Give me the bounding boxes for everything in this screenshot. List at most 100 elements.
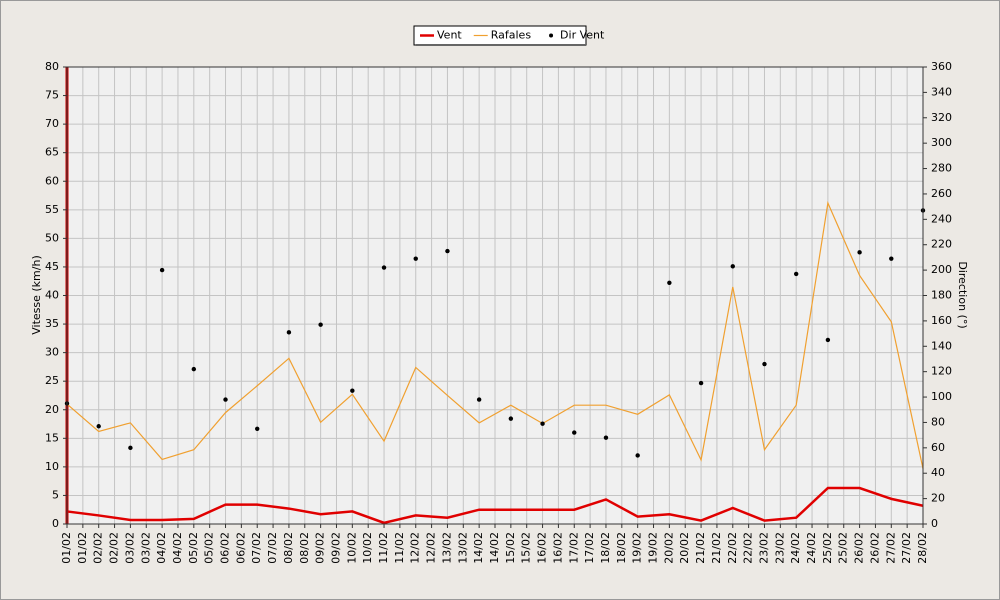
direction-point (825, 337, 831, 343)
x-tick-label: 09/02 (314, 532, 327, 564)
x-tick-label: 13/02 (456, 532, 469, 564)
x-tick-label: 09/02 (329, 532, 342, 564)
y2-axis-title: Direction (°) (956, 261, 969, 328)
x-tick-label: 23/02 (757, 532, 770, 564)
x-tick-label: 18/02 (615, 532, 628, 564)
y-tick-label: 35 (45, 317, 59, 330)
x-tick-label: 21/02 (694, 532, 707, 564)
x-tick-label: 22/02 (726, 532, 739, 564)
y2-tick-label: 280 (931, 162, 952, 175)
y2-tick-label: 260 (931, 187, 952, 200)
x-tick-label: 06/02 (219, 532, 232, 564)
y2-tick-label: 340 (931, 85, 952, 98)
x-tick-label: 26/02 (853, 532, 866, 564)
x-tick-label: 25/02 (821, 532, 834, 564)
x-tick-label: 27/02 (900, 532, 913, 564)
x-tick-label: 04/02 (155, 532, 168, 564)
x-tick-label: 21/02 (710, 532, 723, 564)
x-tick-label: 20/02 (662, 532, 675, 564)
series-line (66, 486, 924, 525)
legend-label: Vent (437, 29, 462, 42)
direction-point (350, 388, 355, 393)
x-tick-label: 03/02 (123, 532, 136, 564)
y-tick-label: 65 (45, 146, 59, 159)
y2-tick-label: 20 (931, 492, 945, 505)
x-tick-label: 17/02 (567, 532, 580, 564)
x-tick-label: 14/02 (488, 532, 501, 564)
x-tick-label: 23/02 (773, 532, 786, 564)
x-tick-label: 24/02 (805, 532, 818, 564)
x-tick-label: 11/02 (393, 532, 406, 564)
y-tick-label: 45 (45, 260, 59, 273)
y-tick-label: 15 (45, 431, 59, 444)
direction-point (318, 322, 323, 327)
x-tick-label: 05/02 (187, 532, 200, 564)
x-tick-label: 16/02 (551, 532, 564, 564)
y-tick-label: 30 (45, 346, 59, 359)
x-tick-label: 28/02 (916, 532, 929, 564)
x-tick-label: 18/02 (599, 532, 612, 564)
x-tick-label: 06/02 (234, 532, 247, 564)
direction-point (255, 426, 260, 431)
direction-point (572, 430, 577, 435)
x-tick-label: 12/02 (409, 532, 422, 564)
y2-tick-label: 180 (931, 289, 952, 302)
y-axis-title: Vitesse (km/h) (30, 255, 43, 335)
x-tick-label: 14/02 (472, 532, 485, 564)
x-tick-label: 19/02 (647, 532, 660, 564)
x-tick-label: 16/02 (536, 532, 549, 564)
direction-point (223, 397, 228, 402)
x-tick-label: 17/02 (583, 532, 596, 564)
x-tick-label: 10/02 (361, 532, 374, 564)
direction-point (413, 256, 418, 261)
x-tick-label: 26/02 (868, 532, 881, 564)
direction-point (96, 424, 101, 429)
direction-point (762, 361, 767, 367)
direction-point (476, 397, 482, 402)
direction-point (603, 435, 609, 440)
x-tick-label: 01/02 (76, 532, 89, 564)
x-tick-label: 19/02 (631, 532, 644, 564)
x-tick-label: 12/02 (425, 532, 438, 564)
y2-tick-label: 140 (931, 339, 952, 352)
x-tick-label: 07/02 (266, 532, 279, 564)
direction-point (508, 416, 514, 421)
y2-tick-label: 80 (931, 415, 945, 428)
direction-point (730, 264, 735, 269)
x-tick-label: 11/02 (377, 532, 390, 564)
x-tick-label: 04/02 (171, 532, 184, 564)
x-tick-label: 01/02 (60, 532, 73, 564)
x-tick-label: 22/02 (742, 532, 755, 564)
legend-label: Dir Vent (560, 29, 605, 42)
x-tick-label: 13/02 (440, 532, 453, 564)
direction-point (128, 445, 133, 451)
direction-point (191, 366, 197, 372)
direction-point (381, 265, 387, 270)
direction-point (159, 267, 165, 273)
direction-point (635, 453, 640, 458)
legend-label: Rafales (491, 29, 532, 42)
x-tick-label: 25/02 (837, 532, 850, 564)
series-line (66, 200, 924, 469)
y-tick-label: 60 (45, 174, 59, 187)
y2-tick-label: 120 (931, 365, 952, 378)
legend-swatch (549, 33, 554, 38)
direction-point (286, 330, 292, 335)
y-tick-label: 80 (45, 60, 59, 73)
direction-point (540, 421, 545, 426)
y2-tick-label: 40 (931, 466, 945, 479)
y2-tick-label: 360 (931, 60, 952, 73)
y2-tick-label: 240 (931, 212, 952, 225)
direction-point (889, 256, 894, 261)
x-tick-label: 08/02 (298, 532, 311, 564)
y2-tick-label: 160 (931, 314, 952, 327)
y-tick-label: 55 (45, 203, 59, 216)
x-tick-label: 15/02 (504, 532, 517, 564)
x-tick-label: 10/02 (345, 532, 358, 564)
y-tick-label: 10 (45, 460, 59, 473)
y-tick-label: 75 (45, 89, 59, 102)
x-tick-label: 03/02 (139, 532, 152, 564)
x-tick-label: 05/02 (203, 532, 216, 564)
x-tick-label: 07/02 (250, 532, 263, 564)
